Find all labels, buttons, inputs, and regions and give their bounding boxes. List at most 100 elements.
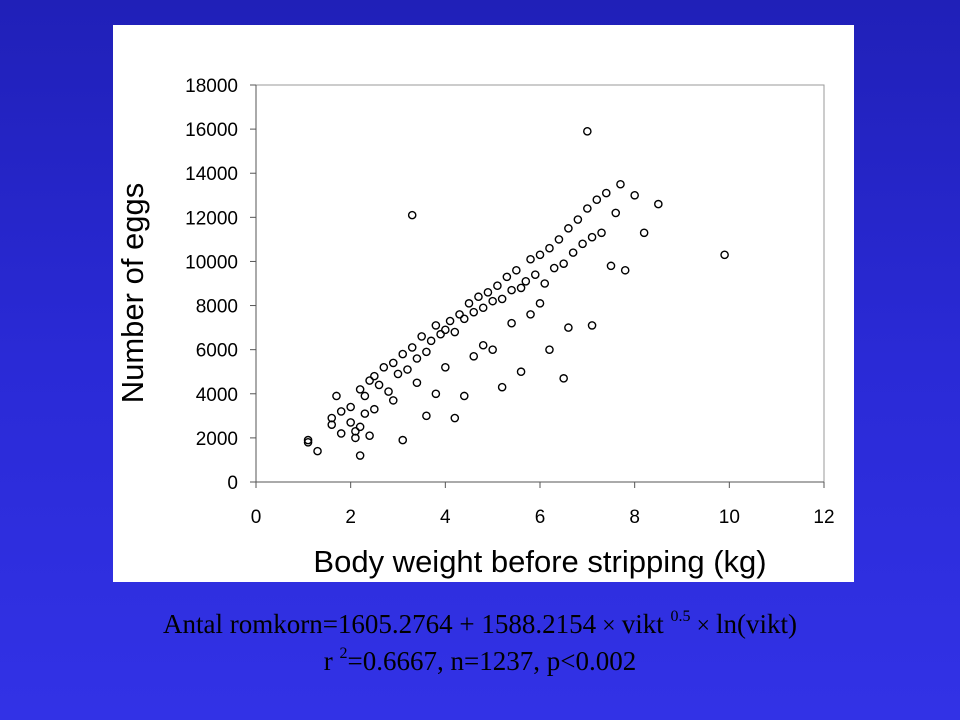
data-point (720, 250, 729, 260)
y-tick-label: 12000 (185, 208, 238, 229)
data-point (393, 369, 403, 379)
data-point (407, 343, 417, 352)
x-tick-label: 0 (251, 507, 262, 528)
data-point (493, 281, 502, 291)
exponent: 0.5 (670, 608, 691, 625)
data-point (332, 391, 341, 401)
x-tick-label: 8 (629, 507, 640, 528)
data-point (568, 248, 578, 257)
data-point (412, 354, 422, 363)
statistics-text: =0.6667, n=1237, p<0.002 (347, 646, 637, 676)
data-point (422, 411, 431, 421)
data-point (507, 285, 516, 295)
data-point (464, 299, 474, 308)
data-point (549, 263, 559, 273)
data-point (578, 239, 587, 249)
data-point (564, 224, 573, 233)
data-point (445, 316, 455, 326)
data-point (431, 321, 441, 330)
y-tick-label: 18000 (185, 76, 238, 97)
data-point (388, 358, 398, 368)
y-tick-label: 2000 (196, 429, 238, 450)
data-point (512, 265, 521, 275)
data-point (516, 367, 526, 377)
data-point (535, 250, 545, 260)
y-axis-label: Number of eggs (115, 182, 150, 404)
data-point (384, 387, 393, 396)
data-point (497, 382, 507, 392)
data-point (620, 265, 630, 275)
data-point (630, 190, 639, 200)
r-symbol: r (323, 646, 333, 676)
data-point (559, 374, 568, 383)
plot-frame (255, 84, 825, 483)
data-point (502, 272, 512, 282)
data-point (583, 127, 592, 136)
data-point (483, 288, 493, 297)
chart-panel: 0 2000 4000 6000 8000 10000 12000 14000 16000 180… (113, 25, 854, 582)
y-tick-label: 6000 (196, 341, 238, 362)
data-point (417, 332, 426, 341)
data-point (351, 433, 360, 443)
y-tick-label: 8000 (196, 297, 238, 318)
data-point (450, 413, 460, 423)
data-point (507, 318, 516, 328)
data-point (530, 270, 540, 279)
y-tick-label: 0 (227, 473, 238, 494)
data-point (407, 210, 417, 220)
data-point (388, 396, 398, 405)
y-tick-label: 16000 (185, 120, 238, 141)
data-point (365, 376, 374, 385)
data-point (441, 325, 450, 335)
data-point (474, 292, 483, 302)
equation-vikt: vikt (621, 609, 664, 639)
data-point (540, 279, 550, 288)
data-point (346, 402, 355, 412)
data-point (573, 215, 583, 224)
data-point (554, 235, 564, 244)
r-exponent: 2 (339, 645, 348, 662)
data-point (521, 276, 531, 286)
y-tick-label: 4000 (196, 385, 238, 406)
data-point (654, 199, 663, 209)
y-tick-label: 14000 (185, 164, 238, 185)
x-tick-label: 12 (813, 507, 834, 528)
x-tick-label: 2 (345, 507, 356, 528)
data-point (379, 363, 389, 372)
y-axis-ticks: 0 2000 4000 6000 8000 10000 12000 14000 16000 180… (185, 76, 256, 494)
fit-statistics: r 2=0.6667, n=1237, p<0.002 (0, 646, 960, 677)
data-point (606, 261, 616, 271)
data-point (545, 243, 554, 253)
data-point (587, 321, 597, 330)
data-point (459, 391, 469, 401)
data-point (592, 195, 602, 204)
data-point (346, 418, 355, 427)
data-point (611, 208, 621, 218)
axes (255, 84, 825, 483)
data-point (360, 409, 370, 418)
equation-text: Antal romkorn=1605.2764 + 1588.2154 (162, 609, 597, 639)
data-point (616, 179, 625, 189)
data-point (370, 404, 379, 414)
data-point (535, 299, 545, 308)
data-point (412, 378, 422, 388)
data-point (336, 407, 346, 416)
regression-equation: Antal romkorn=1605.2764 + 1588.2154 × vikt… (0, 609, 960, 640)
data-point (313, 446, 322, 456)
data-point (497, 294, 507, 304)
data-point (336, 429, 346, 438)
data-point (360, 391, 370, 401)
x-axis-ticks: 0 2 4 6 8 10 12 (251, 482, 835, 528)
data-point (597, 228, 606, 238)
data-point (469, 307, 479, 317)
data-point (441, 363, 450, 372)
data-point (455, 310, 464, 319)
data-point (545, 345, 554, 354)
data-point (355, 451, 365, 460)
data-point (564, 323, 573, 332)
data-point (398, 435, 408, 445)
data-point (431, 389, 441, 399)
data-point (370, 371, 379, 381)
data-point (587, 232, 597, 242)
